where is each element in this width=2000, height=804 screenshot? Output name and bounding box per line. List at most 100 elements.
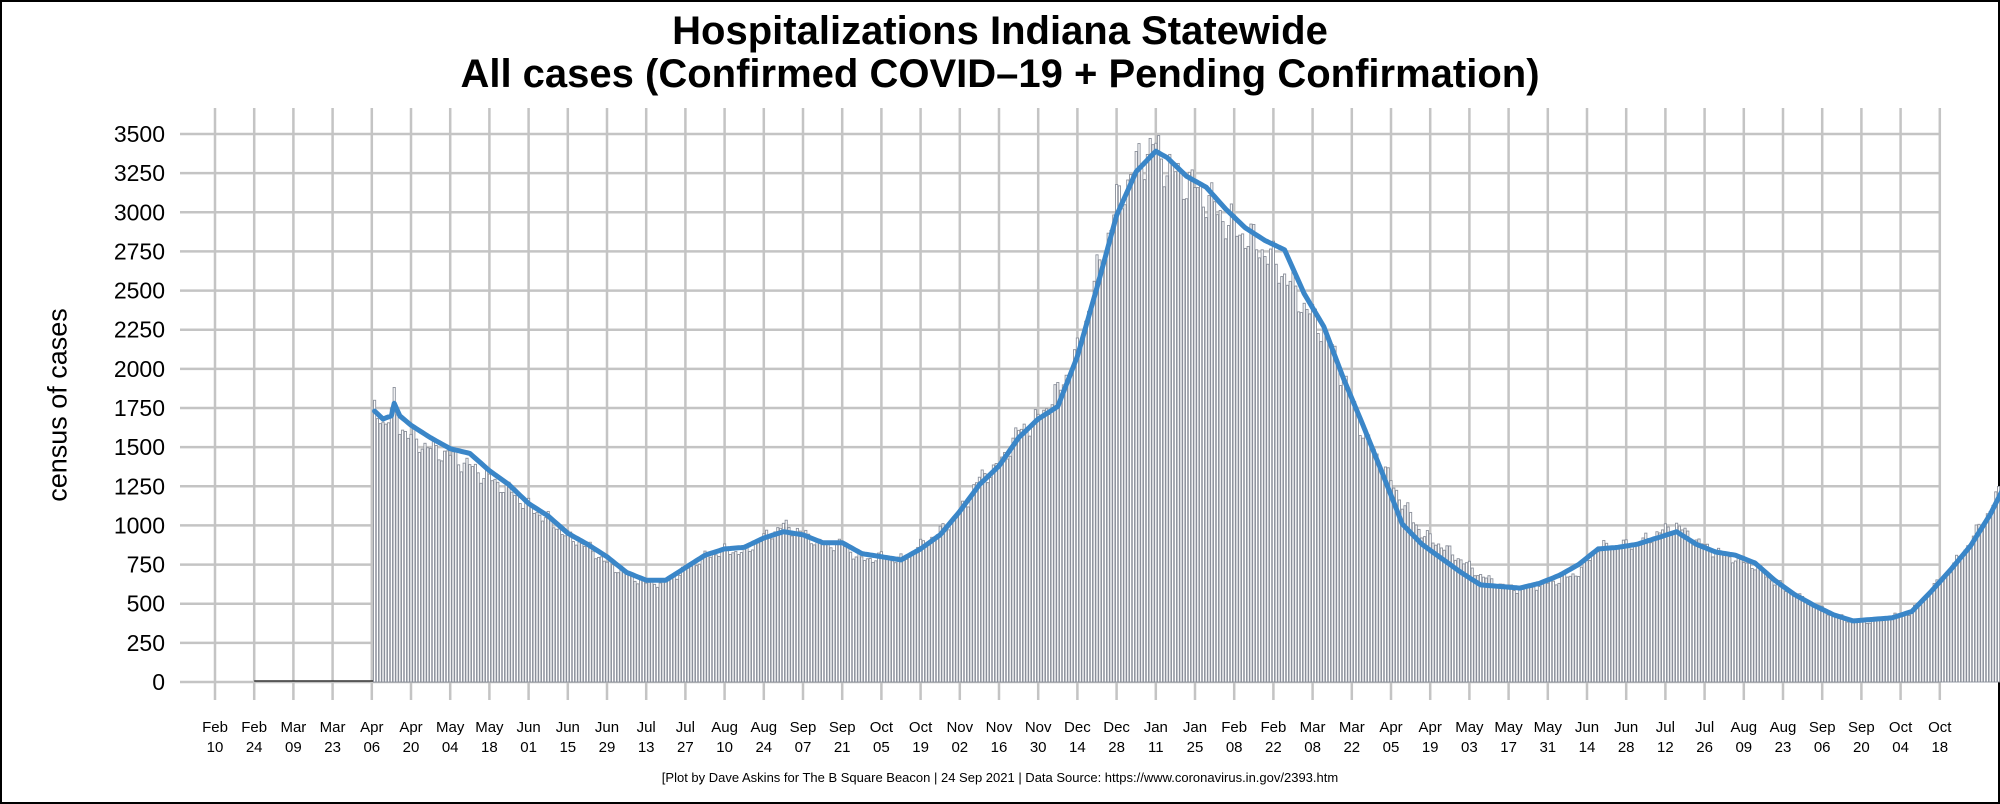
- daily-bar: [765, 529, 769, 683]
- daily-bar: [762, 533, 766, 683]
- daily-bar: [1641, 537, 1645, 683]
- daily-bar: [1831, 613, 1835, 683]
- daily-bar: [574, 544, 578, 683]
- daily-bar: [1490, 578, 1494, 683]
- daily-bar: [1364, 428, 1368, 683]
- x-tick-day: 21: [834, 739, 851, 756]
- daily-bar: [1106, 232, 1110, 683]
- daily-bar: [1297, 311, 1301, 683]
- daily-bar: [1812, 605, 1816, 683]
- x-tick-month: Jul: [1656, 719, 1675, 736]
- daily-bar: [1327, 343, 1331, 683]
- x-tick-day: 20: [1853, 739, 1870, 756]
- x-tick-month: Jul: [1695, 719, 1714, 736]
- daily-bar: [1271, 240, 1275, 683]
- daily-bar: [1599, 546, 1603, 683]
- x-tick-day: 25: [1187, 739, 1204, 756]
- daily-bar: [1658, 532, 1662, 683]
- daily-bar: [1857, 620, 1861, 683]
- daily-bar: [1887, 619, 1891, 683]
- daily-bar: [983, 473, 987, 683]
- daily-bar: [1582, 559, 1586, 683]
- seven-day-average-line: [372, 148, 2000, 624]
- daily-bar: [1633, 544, 1637, 683]
- daily-bar: [1703, 544, 1707, 683]
- daily-bar: [1182, 198, 1186, 683]
- x-tick-month: Mar: [1339, 719, 1365, 736]
- daily-bar: [745, 545, 749, 683]
- daily-bar: [529, 506, 533, 683]
- x-tick-day: 24: [246, 739, 263, 756]
- daily-bar: [1017, 429, 1021, 683]
- x-tick-day: 13: [638, 739, 655, 756]
- daily-bar: [1453, 559, 1457, 683]
- x-tick-month: Nov: [1025, 719, 1052, 736]
- daily-bar: [1568, 575, 1572, 683]
- x-tick-day: 31: [1539, 739, 1556, 756]
- daily-bar: [1907, 614, 1911, 683]
- x-tick-day: 27: [677, 739, 694, 756]
- daily-bar: [1910, 611, 1914, 683]
- x-tick-day: 14: [1579, 739, 1596, 756]
- daily-bar: [1073, 349, 1077, 683]
- daily-bar: [655, 586, 659, 683]
- daily-bar: [1249, 223, 1253, 683]
- y-tick-label: 3250: [114, 160, 165, 186]
- daily-bar: [1943, 574, 1947, 683]
- daily-bar: [1955, 554, 1959, 683]
- x-tick-day: 22: [1265, 739, 1282, 756]
- daily-bar: [1305, 308, 1309, 683]
- daily-bar: [1927, 595, 1931, 683]
- y-tick-label: 750: [127, 552, 165, 578]
- daily-bar: [1717, 547, 1721, 683]
- daily-bar: [1173, 171, 1177, 683]
- daily-bar: [1028, 435, 1032, 683]
- daily-bar: [949, 520, 953, 683]
- daily-bar: [1000, 456, 1004, 683]
- daily-bar: [1655, 531, 1659, 683]
- daily-bar: [1532, 586, 1536, 683]
- daily-bar: [756, 542, 760, 683]
- daily-bar: [1400, 508, 1404, 683]
- daily-bar: [826, 540, 830, 683]
- daily-bar: [1325, 330, 1329, 683]
- daily-bar: [1050, 404, 1054, 683]
- daily-bar: [857, 552, 861, 683]
- x-tick-month: Jun: [1575, 719, 1599, 736]
- daily-bar: [938, 525, 942, 683]
- daily-bar: [1977, 523, 1981, 683]
- daily-bar: [1257, 257, 1261, 683]
- daily-bar: [1753, 569, 1757, 683]
- y-tick-label: 2750: [114, 238, 165, 264]
- daily-bar: [627, 572, 631, 683]
- daily-bar: [1585, 560, 1589, 683]
- daily-bar: [1759, 565, 1763, 683]
- daily-bar: [423, 442, 427, 683]
- daily-bar: [1621, 539, 1625, 683]
- daily-bar: [1406, 502, 1410, 683]
- daily-bar: [1092, 280, 1096, 683]
- daily-bar: [1025, 430, 1029, 683]
- daily-bar: [1355, 415, 1359, 683]
- daily-bar: [1064, 374, 1068, 683]
- y-tick-label: 1750: [114, 395, 165, 421]
- daily-bar: [832, 550, 836, 683]
- daily-bar: [723, 543, 727, 683]
- daily-bar: [1591, 554, 1595, 683]
- x-tick-month: Jul: [637, 719, 656, 736]
- daily-bar: [647, 581, 651, 683]
- daily-bar: [739, 552, 743, 683]
- daily-bar: [865, 558, 869, 683]
- daily-bar: [1932, 583, 1936, 683]
- daily-bar: [1003, 452, 1007, 683]
- x-tick-day: 18: [481, 739, 498, 756]
- daily-bar: [807, 533, 811, 683]
- daily-bar: [1742, 561, 1746, 683]
- daily-bar: [1053, 384, 1057, 683]
- daily-bar: [1134, 151, 1138, 683]
- daily-bar: [1115, 184, 1119, 683]
- daily-bar: [896, 556, 900, 683]
- daily-bar: [801, 532, 805, 683]
- daily-bar: [1879, 617, 1883, 683]
- x-tick-day: 29: [599, 739, 616, 756]
